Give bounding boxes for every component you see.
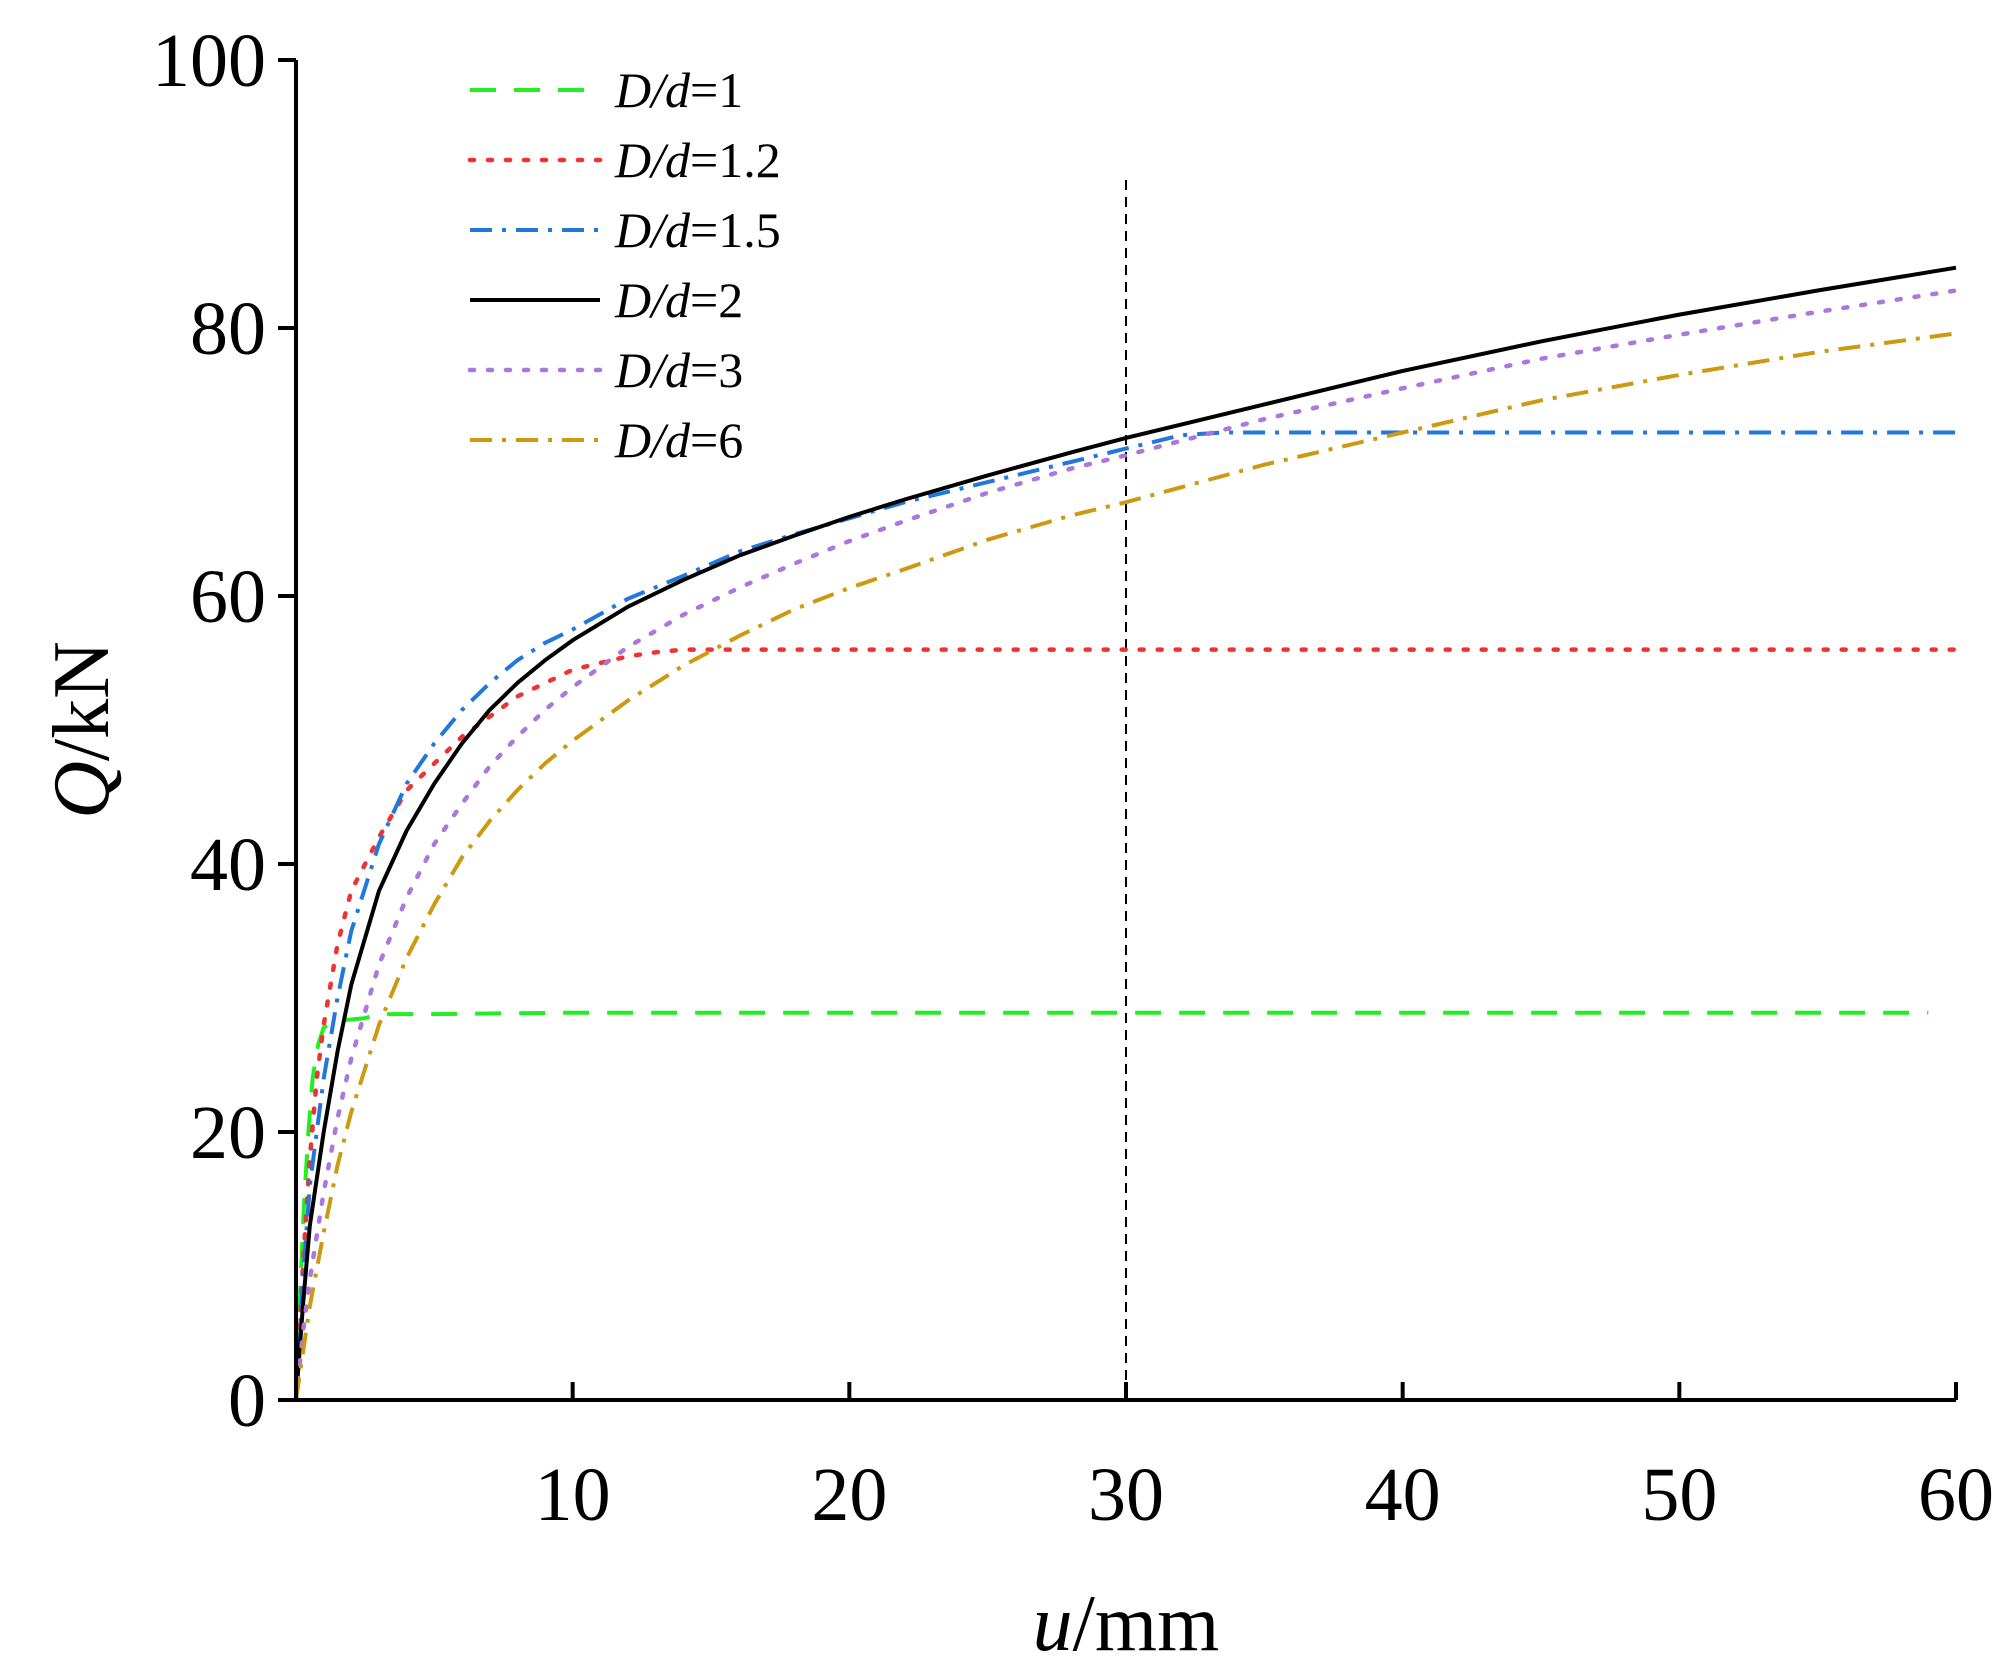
legend-item-3: D/d=1.5 (470, 202, 781, 258)
legend-item-6: D/d=6 (470, 412, 743, 468)
series-line-1 (294, 1010, 1929, 1401)
x-tick-label: 10 (535, 1453, 611, 1537)
y-tick-label: 80 (190, 287, 266, 371)
x-tick-label: 60 (1918, 1453, 1994, 1537)
x-tick-label: 30 (1088, 1453, 1164, 1537)
legend-label: D/d=3 (614, 342, 743, 398)
series-line-5 (293, 288, 1959, 1403)
legend-item-1: D/d=1 (470, 62, 743, 118)
legend-label: D/d=1.5 (614, 202, 781, 258)
x-axis-title: u/mm (1033, 1580, 1220, 1668)
series-line-6 (294, 331, 1957, 1401)
y-tick-label: 20 (190, 1091, 266, 1175)
legend-label: D/d=1 (614, 62, 743, 118)
y-tick-label: 60 (190, 555, 266, 639)
axes: 0 20 40 60 80 100 10 20 30 40 50 60 (152, 19, 1994, 1537)
series-line-3 (294, 430, 1956, 1401)
plot-area (293, 180, 1959, 1403)
legend-label: D/d=2 (614, 272, 743, 328)
y-axis-title: Q/kN (38, 641, 126, 819)
x-tick-label: 20 (811, 1453, 887, 1537)
legend-item-4: D/d=2 (470, 272, 743, 328)
y-tick-label: 40 (190, 823, 266, 907)
legend-label: D/d=6 (614, 412, 743, 468)
legend-item-5: D/d=3 (467, 342, 743, 398)
y-tick-label: 0 (228, 1359, 266, 1443)
legend-item-2: D/d=1.2 (467, 132, 781, 188)
legend: D/d=1 D/d=1.2 D/d=1.5 D/d=2 D/d=3 D/d=6 (467, 62, 781, 468)
x-tick-label: 50 (1641, 1453, 1717, 1537)
x-tick-label: 40 (1365, 1453, 1441, 1537)
series-line-2 (293, 647, 1959, 1403)
series-line-4 (294, 265, 1957, 1401)
legend-label: D/d=1.2 (614, 132, 781, 188)
y-tick-label: 100 (152, 19, 266, 103)
